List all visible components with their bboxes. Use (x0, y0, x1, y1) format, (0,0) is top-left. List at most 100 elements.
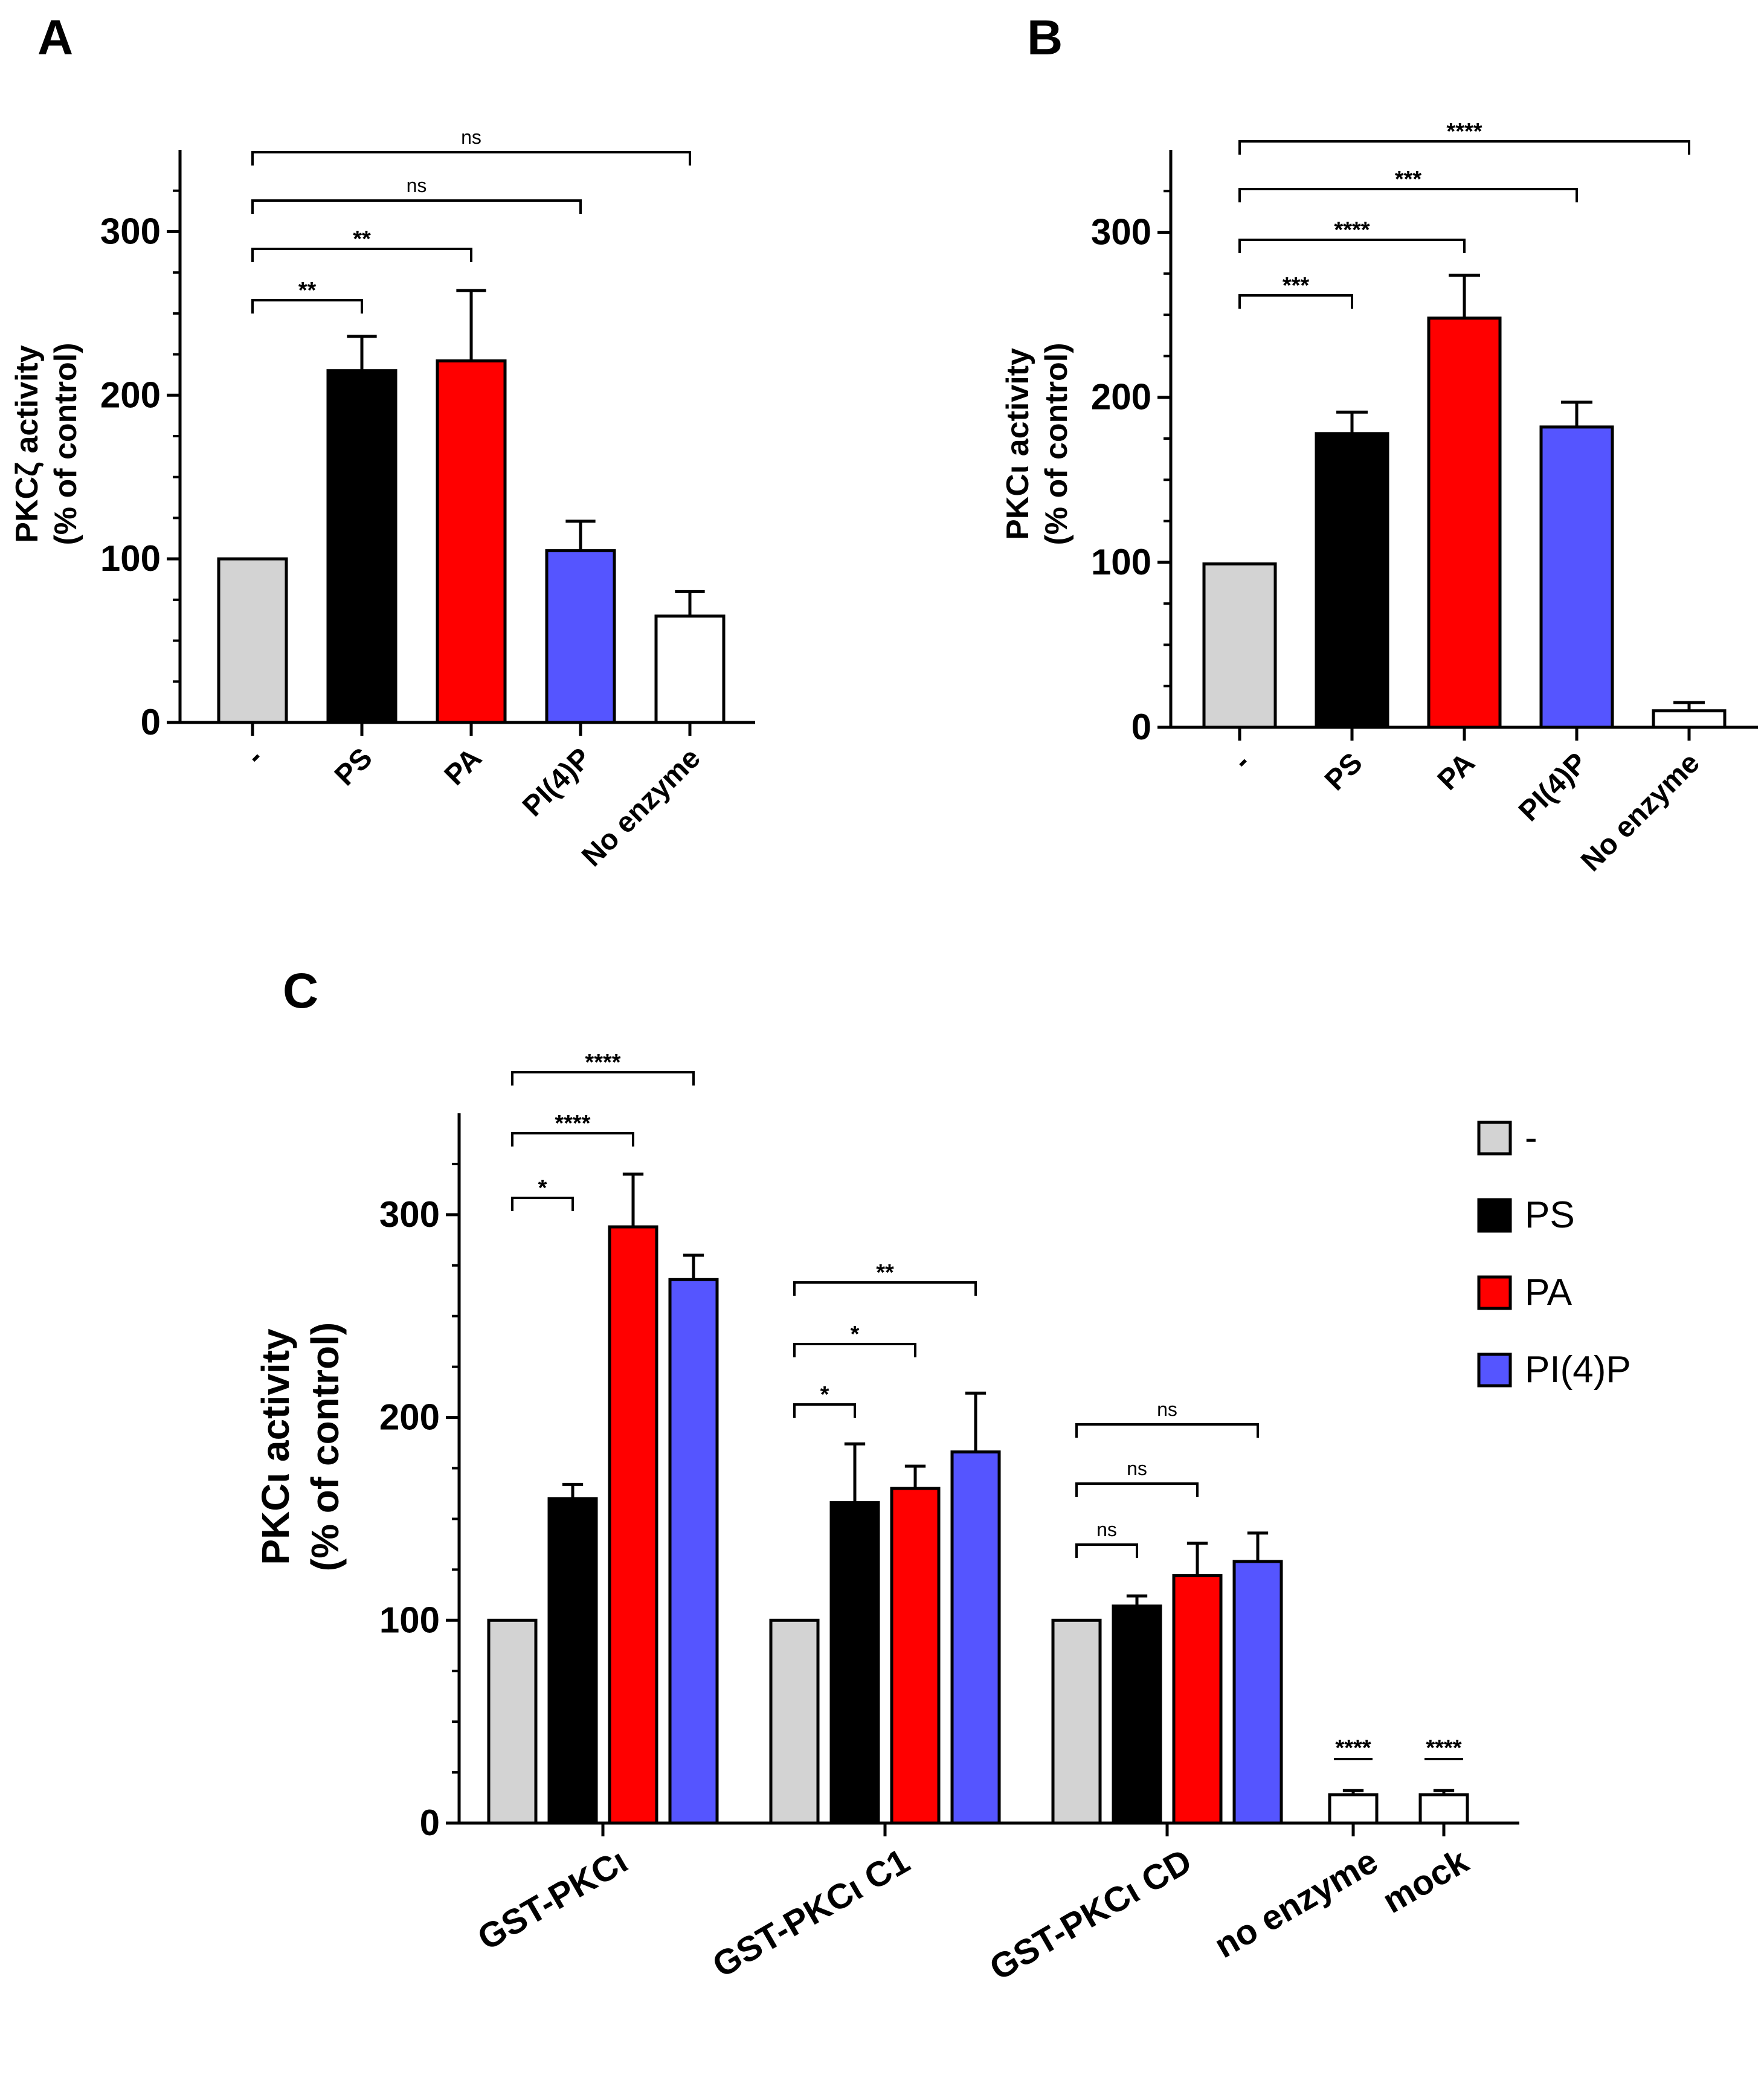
c-comparison-bracket (793, 1343, 916, 1357)
c-significance-label: ns (1127, 1458, 1147, 1479)
a-significance-label: ** (298, 278, 317, 303)
c-significance-label: * (820, 1382, 829, 1407)
b-bar (1539, 425, 1614, 729)
c-significance-label: **** (585, 1050, 620, 1075)
c-comparison-bracket (511, 1132, 634, 1147)
c-bar (950, 1450, 1001, 1825)
c-group-label: GST-PKCι (471, 1841, 634, 1958)
b-category-label: PA (1432, 747, 1481, 796)
a-category-label: No enzyme (576, 742, 707, 873)
c-bar (668, 1278, 719, 1825)
a-category-label: - (240, 742, 269, 771)
c-comparison-bracket (1075, 1482, 1199, 1497)
legend-swatch (1477, 1275, 1512, 1310)
panel-c-chart: PKCι activity (% of control) 0 100 200 300 G… (254, 1050, 1519, 1988)
a-y-tick-label: 100 (100, 538, 161, 579)
b-category-label: - (1227, 747, 1257, 776)
a-bar (654, 614, 726, 724)
legend: - PS PA PI(4)P (1477, 1117, 1631, 1391)
a-y-tick-label: 0 (141, 702, 161, 742)
c-comparison-bracket (1075, 1543, 1138, 1558)
c-significance-label: **** (555, 1111, 590, 1136)
c-bar (1232, 1560, 1283, 1825)
y-axis-title-a-line2: (% of control) (48, 343, 83, 545)
c-y-tick-label: 200 (379, 1397, 440, 1438)
a-significance-label: ns (461, 126, 481, 148)
c-group-label: GST-PKCι C1 (706, 1841, 916, 1985)
c-group-label: GST-PKCι CD (983, 1841, 1198, 1988)
b-bar (1202, 562, 1277, 729)
panel-a-chart: PKCζ activity (% of control) 0 100 200 300 -… (10, 126, 755, 873)
c-bar (608, 1225, 658, 1825)
c-comparison-bracket (511, 1071, 695, 1086)
a-significance-label: ns (407, 175, 427, 196)
y-axis-title-b-line1: PKCι activity (1000, 348, 1035, 540)
legend-label: PI(4)P (1525, 1349, 1631, 1391)
a-category-label: PS (329, 742, 379, 792)
panel-b-chart: PKCι activity (% of control) 0 100 200 300 -… (1000, 119, 1758, 878)
c-bar (1418, 1793, 1469, 1825)
c-significance-label: * (851, 1322, 860, 1347)
y-axis-title-b-line2: (% of control) (1039, 343, 1074, 545)
c-y-tick-label: 0 (420, 1803, 440, 1843)
panel-letter-a: A (37, 10, 73, 65)
a-bar (217, 557, 288, 724)
a-bar (545, 549, 616, 724)
b-bar (1652, 709, 1727, 729)
c-bar (1328, 1793, 1379, 1825)
c-comparison-bracket (793, 1403, 856, 1418)
y-axis-title-a-line1: PKCζ activity (10, 345, 45, 542)
c-group-label: mock (1376, 1841, 1475, 1921)
b-comparison-bracket (1238, 140, 1690, 155)
c-comparison-bracket (1075, 1423, 1259, 1438)
b-significance-label: **** (1446, 119, 1482, 144)
y-axis-title-c-line2: (% of control) (303, 1322, 347, 1571)
c-bar (1172, 1574, 1223, 1825)
b-significance-label: **** (1334, 217, 1370, 243)
a-comparison-bracket (251, 248, 472, 262)
b-comparison-bracket (1238, 239, 1466, 253)
a-category-label: PA (439, 742, 488, 791)
b-bar (1315, 432, 1389, 729)
a-y-tick-label: 300 (100, 211, 161, 251)
a-comparison-bracket (251, 151, 691, 166)
a-bar (326, 369, 398, 724)
c-significance-label: **** (1335, 1735, 1371, 1761)
c-bar (829, 1501, 880, 1825)
legend-label: PA (1525, 1272, 1572, 1313)
b-comparison-bracket (1238, 188, 1578, 202)
b-category-label: No enzyme (1575, 747, 1706, 878)
panel-letter-c: C (283, 963, 318, 1018)
b-significance-label: *** (1283, 273, 1310, 298)
a-category-label: PI(4)P (517, 742, 597, 823)
a-comparison-bracket (251, 299, 363, 314)
c-group-label: no enzyme (1208, 1841, 1384, 1966)
b-y-tick-label: 200 (1091, 377, 1151, 417)
b-category-label: PI(4)P (1513, 747, 1594, 828)
c-significance-label: ns (1096, 1519, 1117, 1540)
c-y-tick-label: 300 (379, 1194, 440, 1235)
legend-swatch (1477, 1121, 1512, 1156)
c-significance-label: * (538, 1176, 547, 1201)
legend-label: PS (1525, 1194, 1575, 1236)
b-y-tick-label: 100 (1091, 542, 1151, 582)
c-bar (1112, 1604, 1162, 1825)
b-y-tick-label: 0 (1131, 707, 1151, 747)
c-comparison-bracket (511, 1197, 574, 1211)
a-significance-label: ** (353, 227, 371, 252)
c-significance-label: ** (876, 1260, 894, 1285)
legend-label: - (1525, 1117, 1537, 1159)
b-bar (1427, 317, 1502, 729)
legend-swatch (1477, 1353, 1512, 1388)
c-bar (547, 1497, 598, 1825)
b-comparison-bracket (1238, 294, 1353, 309)
b-y-tick-label: 300 (1091, 212, 1151, 253)
y-axis-title-c-line1: PKCι activity (254, 1328, 297, 1565)
c-comparison-bracket (793, 1281, 977, 1296)
a-bar (436, 359, 507, 724)
c-bar (769, 1618, 820, 1825)
a-y-tick-label: 200 (100, 375, 161, 415)
c-bar (890, 1487, 941, 1825)
c-bar (487, 1618, 538, 1825)
